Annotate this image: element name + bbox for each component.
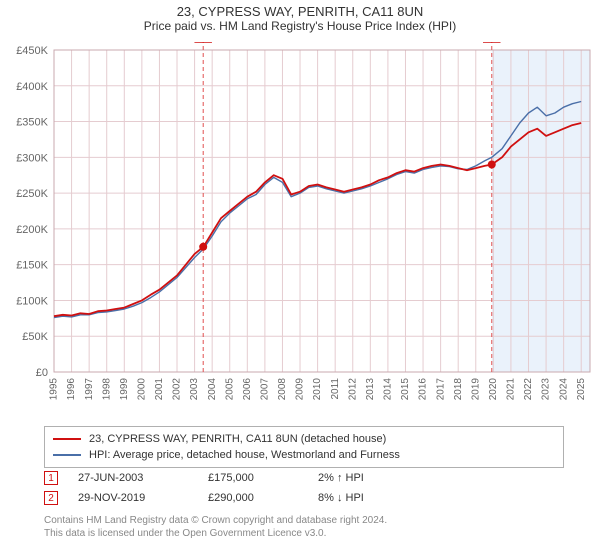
- svg-text:1996: 1996: [66, 378, 77, 401]
- svg-text:2004: 2004: [207, 378, 218, 401]
- svg-text:1999: 1999: [119, 378, 130, 401]
- svg-text:2020: 2020: [488, 378, 499, 401]
- sale-price: £175,000: [208, 472, 298, 484]
- sales-table: 1 27-JUN-2003 £175,000 2% ↑ HPI 2 29-NOV-2019…: [44, 468, 564, 508]
- svg-text:1995: 1995: [49, 378, 60, 401]
- svg-text:£250K: £250K: [16, 188, 48, 200]
- sale-row: 1 27-JUN-2003 £175,000 2% ↑ HPI: [44, 468, 564, 488]
- legend-row: 23, CYPRESS WAY, PENRITH, CA11 8UN (deta…: [53, 431, 555, 447]
- svg-text:£0: £0: [36, 367, 48, 379]
- svg-text:2016: 2016: [418, 378, 429, 401]
- page-title: 23, CYPRESS WAY, PENRITH, CA11 8UN: [0, 0, 600, 19]
- sale-index-box: 1: [44, 471, 58, 485]
- legend-box: 23, CYPRESS WAY, PENRITH, CA11 8UN (deta…: [44, 426, 564, 468]
- svg-text:2006: 2006: [242, 378, 253, 401]
- sale-price: £290,000: [208, 492, 298, 504]
- svg-text:2001: 2001: [154, 378, 165, 401]
- svg-text:2023: 2023: [541, 378, 552, 401]
- svg-text:£350K: £350K: [16, 117, 48, 129]
- svg-text:£100K: £100K: [16, 295, 48, 307]
- legend-text: 23, CYPRESS WAY, PENRITH, CA11 8UN (deta…: [89, 433, 386, 445]
- svg-text:£50K: £50K: [22, 331, 48, 343]
- svg-text:£400K: £400K: [16, 81, 48, 93]
- sale-delta: 2% ↑ HPI: [318, 472, 408, 484]
- svg-text:2005: 2005: [224, 378, 235, 401]
- svg-text:1997: 1997: [84, 378, 95, 401]
- footer: Contains HM Land Registry data © Crown c…: [44, 514, 564, 540]
- footer-line-2: This data is licensed under the Open Gov…: [44, 527, 564, 540]
- svg-text:2015: 2015: [400, 378, 411, 401]
- svg-text:2018: 2018: [453, 378, 464, 401]
- footer-line-1: Contains HM Land Registry data © Crown c…: [44, 514, 564, 527]
- svg-text:£200K: £200K: [16, 224, 48, 236]
- svg-text:£300K: £300K: [16, 152, 48, 164]
- page-subtitle: Price paid vs. HM Land Registry's House …: [0, 19, 600, 33]
- svg-text:2017: 2017: [435, 378, 446, 401]
- svg-text:2024: 2024: [558, 378, 569, 401]
- sale-delta: 8% ↓ HPI: [318, 492, 408, 504]
- chart-svg: £0 £50K £100K £150K £200K £250K £300K £350K £400…: [0, 42, 600, 422]
- svg-text:2013: 2013: [365, 378, 376, 401]
- sale-date: 29-NOV-2019: [78, 492, 188, 504]
- svg-text:2011: 2011: [330, 378, 341, 400]
- sale-row: 2 29-NOV-2019 £290,000 8% ↓ HPI: [44, 488, 564, 508]
- svg-text:2021: 2021: [506, 378, 517, 401]
- svg-text:2014: 2014: [383, 378, 394, 401]
- chart-container: 23, CYPRESS WAY, PENRITH, CA11 8UN Price…: [0, 0, 600, 560]
- svg-text:2003: 2003: [189, 378, 200, 401]
- legend-swatch: [53, 454, 81, 456]
- legend-text: HPI: Average price, detached house, West…: [89, 449, 400, 461]
- svg-text:2022: 2022: [523, 378, 534, 401]
- svg-text:2007: 2007: [260, 378, 271, 401]
- svg-text:2009: 2009: [295, 378, 306, 401]
- legend-swatch: [53, 438, 81, 440]
- chart-area: £0 £50K £100K £150K £200K £250K £300K £350K £400…: [0, 42, 600, 422]
- svg-text:2010: 2010: [312, 378, 323, 401]
- svg-text:£150K: £150K: [16, 260, 48, 272]
- svg-text:2025: 2025: [576, 378, 587, 401]
- sale-index-box: 2: [44, 491, 58, 505]
- svg-text:2008: 2008: [277, 378, 288, 401]
- legend-row: HPI: Average price, detached house, West…: [53, 447, 555, 463]
- svg-text:2002: 2002: [172, 378, 183, 401]
- svg-text:1998: 1998: [101, 378, 112, 401]
- svg-text:2019: 2019: [470, 378, 481, 401]
- svg-text:2000: 2000: [137, 378, 148, 401]
- svg-text:£450K: £450K: [16, 45, 48, 57]
- svg-text:2012: 2012: [347, 378, 358, 401]
- sale-date: 27-JUN-2003: [78, 472, 188, 484]
